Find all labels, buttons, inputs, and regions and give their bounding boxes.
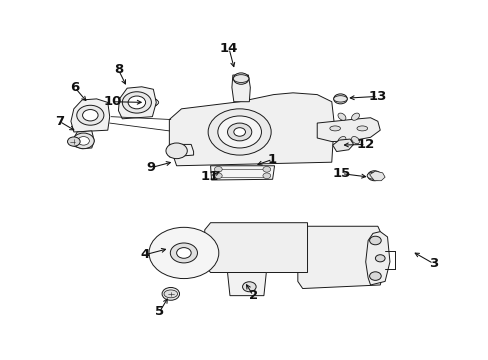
- Polygon shape: [365, 231, 389, 285]
- Polygon shape: [227, 273, 266, 296]
- Circle shape: [77, 105, 103, 125]
- Polygon shape: [369, 171, 385, 181]
- Text: 10: 10: [103, 95, 122, 108]
- Polygon shape: [169, 93, 333, 166]
- Circle shape: [78, 136, 89, 145]
- Text: 5: 5: [155, 305, 164, 318]
- Text: 1: 1: [267, 153, 277, 166]
- Ellipse shape: [337, 113, 345, 120]
- Circle shape: [149, 227, 218, 279]
- Text: 8: 8: [114, 63, 123, 76]
- Circle shape: [128, 96, 145, 109]
- Ellipse shape: [356, 126, 367, 131]
- Polygon shape: [118, 87, 156, 119]
- Text: 14: 14: [219, 42, 238, 55]
- Ellipse shape: [329, 126, 340, 131]
- Text: 7: 7: [55, 115, 64, 128]
- Circle shape: [367, 171, 381, 181]
- Polygon shape: [297, 226, 385, 288]
- Text: 9: 9: [146, 161, 156, 174]
- Text: 11: 11: [200, 170, 218, 183]
- Circle shape: [208, 109, 271, 155]
- Circle shape: [217, 116, 261, 148]
- Text: 4: 4: [140, 248, 149, 261]
- Circle shape: [165, 143, 187, 159]
- Polygon shape: [210, 166, 274, 180]
- Polygon shape: [71, 99, 109, 132]
- Circle shape: [369, 236, 381, 245]
- Ellipse shape: [337, 136, 345, 144]
- Text: 6: 6: [70, 81, 79, 94]
- Text: 12: 12: [356, 138, 374, 151]
- Circle shape: [170, 243, 197, 263]
- Circle shape: [162, 288, 179, 300]
- Circle shape: [214, 173, 222, 179]
- Circle shape: [176, 248, 191, 258]
- Ellipse shape: [144, 99, 159, 106]
- Circle shape: [233, 73, 248, 84]
- Circle shape: [263, 166, 270, 172]
- Circle shape: [242, 282, 256, 292]
- Polygon shape: [317, 118, 380, 141]
- Polygon shape: [231, 75, 250, 102]
- Circle shape: [233, 128, 245, 136]
- Polygon shape: [204, 223, 307, 273]
- Circle shape: [214, 166, 222, 172]
- Circle shape: [375, 255, 385, 262]
- Circle shape: [73, 133, 94, 149]
- Ellipse shape: [351, 136, 359, 144]
- Ellipse shape: [163, 290, 177, 298]
- Circle shape: [227, 123, 251, 141]
- Circle shape: [145, 98, 158, 107]
- Circle shape: [122, 92, 151, 113]
- Ellipse shape: [366, 172, 381, 179]
- Polygon shape: [169, 144, 193, 157]
- Text: 13: 13: [368, 90, 386, 103]
- Polygon shape: [332, 139, 353, 152]
- Ellipse shape: [333, 96, 346, 102]
- Circle shape: [263, 173, 270, 179]
- Ellipse shape: [233, 75, 248, 82]
- Polygon shape: [74, 131, 94, 149]
- Text: 3: 3: [428, 257, 437, 270]
- Text: 15: 15: [332, 167, 350, 180]
- Text: 2: 2: [248, 289, 257, 302]
- Circle shape: [369, 272, 381, 280]
- Circle shape: [82, 109, 98, 121]
- Circle shape: [333, 94, 346, 104]
- Circle shape: [67, 137, 80, 146]
- Ellipse shape: [351, 113, 359, 120]
